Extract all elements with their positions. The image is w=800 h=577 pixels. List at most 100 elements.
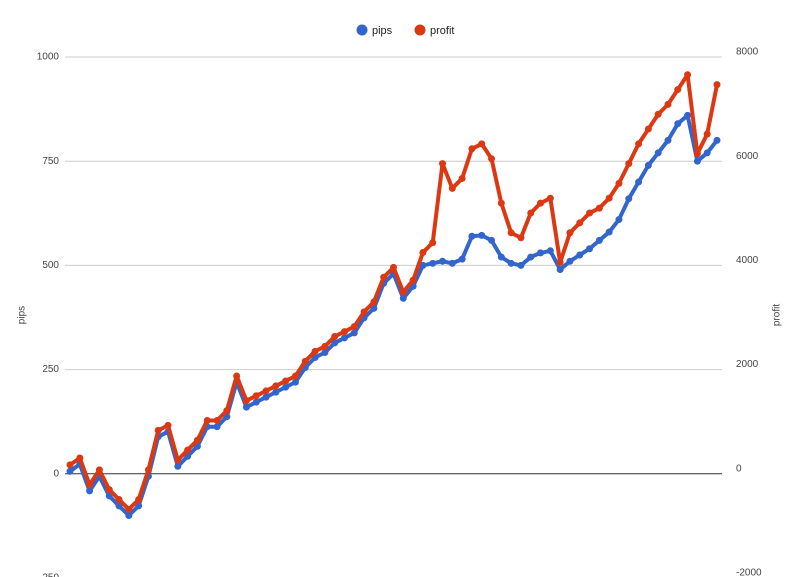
point [76, 454, 84, 462]
point [135, 502, 143, 510]
point [154, 426, 162, 434]
point [282, 377, 290, 385]
point [311, 347, 319, 355]
point [507, 259, 515, 267]
point [625, 195, 633, 203]
point [468, 145, 476, 153]
series-line [68, 72, 719, 512]
point [576, 251, 584, 259]
point [556, 258, 564, 266]
point [370, 298, 378, 306]
point [546, 194, 554, 202]
point [242, 403, 250, 411]
point [468, 232, 476, 240]
point [488, 155, 496, 163]
point [713, 81, 721, 89]
point [399, 288, 407, 296]
y-tick-label: 500 [42, 260, 59, 271]
point [566, 229, 574, 237]
point [644, 161, 652, 169]
point [674, 86, 682, 94]
point [174, 456, 182, 464]
point [517, 261, 525, 269]
point [654, 149, 662, 157]
point [635, 178, 643, 186]
point [390, 263, 397, 271]
point [644, 125, 652, 133]
point [595, 204, 603, 212]
point [537, 249, 545, 257]
point [203, 416, 211, 424]
point [497, 199, 505, 207]
point [507, 229, 515, 237]
point [488, 236, 496, 244]
point [566, 257, 574, 265]
point [66, 461, 74, 469]
point [115, 502, 123, 510]
point [458, 174, 466, 182]
point [419, 261, 427, 269]
point [105, 486, 113, 494]
y2-tick-label: -2000 [736, 568, 762, 577]
point [703, 130, 711, 138]
point [684, 111, 692, 119]
point [664, 136, 672, 144]
point [213, 423, 221, 431]
y2-tick-label: 6000 [736, 151, 759, 162]
y-tick-label: 250 [42, 364, 59, 375]
y-tick-label: -250 [39, 573, 59, 577]
point [321, 342, 329, 350]
point [409, 276, 417, 284]
point [125, 505, 133, 513]
point [556, 266, 564, 274]
point [321, 349, 329, 357]
legend-label: profit [430, 25, 454, 37]
point [635, 140, 643, 148]
point [586, 209, 594, 217]
point [66, 467, 74, 475]
point [340, 328, 348, 336]
point [184, 446, 192, 454]
series-line [68, 113, 719, 518]
point [252, 398, 260, 406]
y2-tick-label: 2000 [736, 359, 759, 370]
point [86, 481, 94, 489]
y-tick-label: 750 [42, 156, 59, 167]
point [350, 323, 358, 331]
y2-axis-title: profit [772, 304, 783, 326]
point [439, 160, 447, 168]
point [546, 247, 554, 255]
point [664, 100, 672, 108]
legend-marker [356, 24, 368, 36]
point [272, 382, 280, 390]
point [527, 209, 535, 217]
y-axis-title: pips [17, 306, 28, 324]
point [615, 216, 623, 224]
point [115, 495, 123, 503]
point [233, 372, 241, 380]
point [419, 249, 427, 257]
point [350, 329, 358, 337]
point [174, 462, 182, 470]
point [282, 383, 290, 391]
point [693, 157, 701, 165]
point [95, 466, 103, 474]
point [252, 392, 260, 400]
point [439, 257, 447, 265]
point [213, 416, 221, 424]
legend: pips profit [356, 24, 454, 37]
point [674, 120, 682, 128]
point [242, 397, 250, 405]
point [517, 234, 525, 242]
legend-marker [414, 24, 426, 36]
point [380, 273, 388, 281]
point [291, 378, 299, 386]
y2-tick-label: 0 [736, 463, 742, 474]
legend-label: pips [372, 25, 393, 37]
point [625, 160, 633, 168]
point [576, 219, 584, 227]
point [331, 339, 339, 347]
point [497, 253, 505, 261]
point [340, 334, 348, 342]
